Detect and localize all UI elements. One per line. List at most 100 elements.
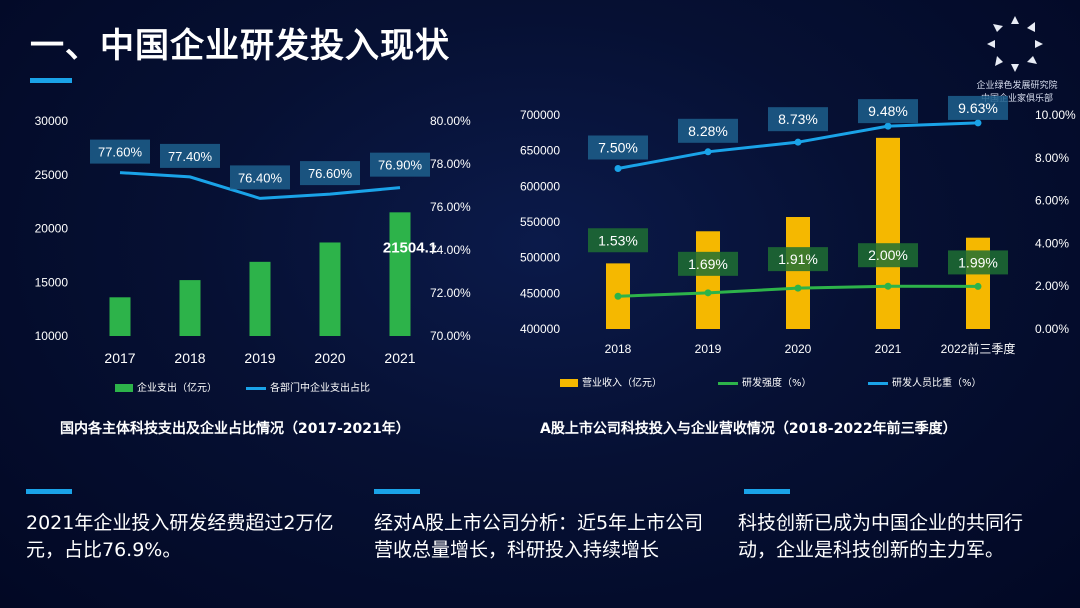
x-tick-label: 2022前三季度 (941, 341, 1016, 356)
y-left-tick-label: 450000 (520, 286, 560, 300)
line-data-label: 1.69% (688, 256, 728, 272)
legend-swatch (115, 384, 133, 392)
line-point (974, 119, 982, 127)
y-right-tick-label: 74.00% (430, 243, 471, 257)
note-2: 经对A股上市公司分析：近5年上市公司营收总量增长，科研投入持续增长 (374, 512, 704, 561)
note-accent-3 (744, 489, 790, 494)
line-data-label: 1.53% (598, 232, 638, 248)
logo-icon (987, 16, 1043, 72)
legend-label: 营业收入（亿元） (582, 378, 662, 389)
x-tick-label: 2019 (695, 342, 722, 356)
series-line (119, 171, 401, 200)
data-label-box (768, 107, 828, 132)
y-left-tick-label: 650000 (520, 144, 560, 158)
legend-label: 研发人员比重（%） (892, 378, 982, 389)
legend-swatch (868, 381, 888, 385)
y-right-tick-label: 80.00% (430, 114, 471, 128)
note-3: 科技创新已成为中国企业的共同行动，企业是科技创新的主力军。 (738, 512, 1024, 561)
logo-line1: 企业绿色发展研究院 (976, 81, 1058, 91)
bar (389, 212, 411, 336)
y-right-tick-label: 2.00% (1035, 279, 1069, 293)
data-label-box (230, 165, 290, 190)
x-tick-label: 2021 (384, 350, 415, 366)
line-data-label: 76.60% (308, 166, 353, 181)
x-tick-label: 2020 (314, 350, 345, 366)
data-label-box (858, 99, 918, 124)
line-point (614, 165, 622, 172)
title-underline (30, 78, 72, 83)
line-data-label: 77.40% (168, 149, 213, 164)
line-point (704, 148, 712, 156)
y-right-tick-label: 8.00% (1035, 151, 1069, 165)
legend-left-bar: 企业支出（亿元） (115, 379, 217, 394)
bar (876, 137, 900, 329)
data-label-box (588, 135, 648, 160)
data-label-box (678, 118, 738, 143)
y-right-tick-label: 6.00% (1035, 194, 1069, 208)
x-tick-label: 2021 (875, 342, 902, 356)
line-data-label: 2.00% (868, 247, 908, 263)
x-tick-label: 2017 (104, 350, 135, 366)
caption-right: A股上市公司科技投入与企业营收情况（2018-2022年前三季度） (540, 421, 957, 437)
y-left-tick-label: 500000 (520, 251, 560, 265)
y-right-tick-label: 70.00% (430, 329, 471, 343)
line-point (974, 282, 982, 290)
x-tick-label: 2018 (174, 350, 205, 366)
y-left-tick-label: 700000 (520, 108, 560, 122)
data-label-box (300, 161, 360, 186)
y-left-tick-label: 30000 (35, 114, 69, 128)
legend-swatch (246, 386, 266, 390)
bar (786, 217, 810, 329)
line-data-label: 77.60% (98, 145, 143, 160)
bar-data-label: 21504.1 (383, 239, 437, 256)
line-data-label: 8.73% (778, 111, 818, 127)
bar (179, 280, 201, 336)
data-label-box (370, 152, 430, 177)
x-tick-label: 2020 (785, 342, 812, 356)
bar (249, 261, 271, 336)
logo-line2: 中国企业家俱乐部 (980, 94, 1053, 104)
data-label-box (588, 228, 648, 253)
line-data-label: 9.63% (958, 100, 998, 116)
y-left-tick-label: 15000 (35, 275, 69, 289)
y-left-tick-label: 25000 (35, 168, 69, 182)
legend-label: 各部门中企业支出占比 (270, 383, 370, 394)
bar (696, 231, 720, 329)
legend-swatch (718, 381, 738, 385)
data-label-box (90, 139, 150, 164)
bar (319, 242, 341, 336)
y-left-tick-label: 550000 (520, 215, 560, 229)
legend-swatch (560, 379, 578, 387)
bar (109, 297, 131, 336)
legend-label: 企业支出（亿元） (137, 383, 217, 394)
caption-left: 国内各主体科技支出及企业占比情况（2017-2021年） (60, 421, 410, 437)
note-accent-1 (26, 489, 72, 494)
data-label-box (768, 247, 828, 272)
y-left-tick-label: 10000 (35, 329, 69, 343)
y-right-tick-label: 76.00% (430, 200, 471, 214)
line-point (704, 289, 712, 297)
line-point (794, 284, 802, 292)
legend-right-bar: 营业收入（亿元） (560, 374, 662, 389)
data-label-box (858, 243, 918, 268)
line-data-label: 76.90% (378, 158, 423, 173)
x-tick-label: 2018 (605, 342, 632, 356)
note-1: 2021年企业投入研发经费超过2万亿元，占比76.9%。 (26, 512, 334, 561)
line-data-label: 1.91% (778, 251, 818, 267)
y-right-tick-label: 72.00% (430, 286, 471, 300)
logo-text: 企业绿色发展研究院 中国企业家俱乐部 (962, 80, 1072, 106)
note-accent-2 (374, 489, 420, 494)
data-label-box (948, 250, 1008, 275)
line-data-label: 7.50% (598, 140, 638, 156)
line-point (614, 292, 622, 300)
page-title: 一、中国企业研发投入现状 (30, 26, 450, 66)
y-right-tick-label: 10.00% (1035, 108, 1076, 122)
line-point (884, 122, 892, 130)
line-data-label: 76.40% (238, 170, 283, 185)
y-right-tick-label: 0.00% (1035, 322, 1069, 336)
legend-label: 研发强度（%） (742, 378, 812, 389)
legend-right-line2: 研发人员比重（%） (868, 374, 982, 389)
line-point (884, 282, 892, 290)
